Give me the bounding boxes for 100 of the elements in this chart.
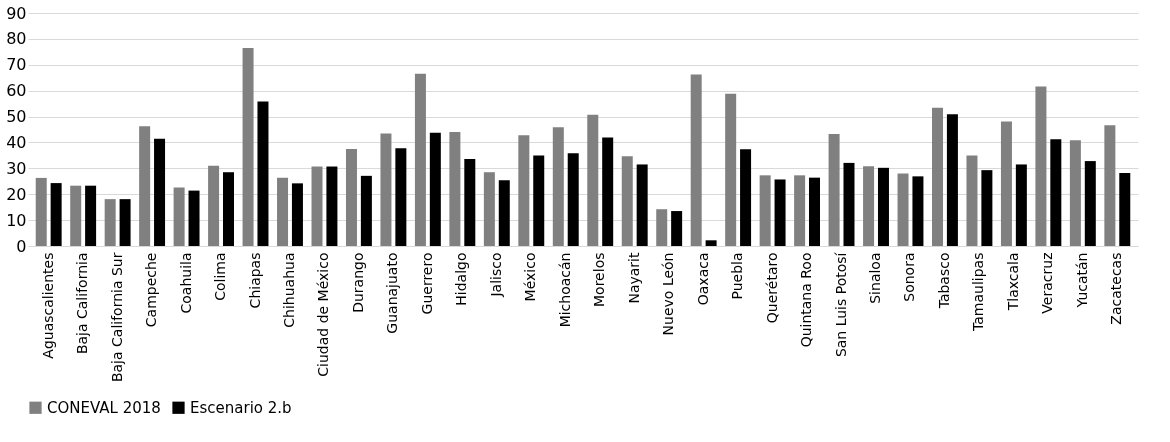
bar [946,114,958,246]
bar [705,240,717,246]
x-tick-label: Aguascalientes [39,252,56,359]
bar [449,132,461,246]
bar [552,127,564,246]
bar [311,166,323,246]
x-tick-label: Quintana Roo [798,252,815,348]
x-tick-label: Baja California Sur [108,252,125,383]
bar [1015,164,1027,246]
bar [429,132,441,246]
bar [912,176,924,246]
bar [863,166,875,246]
x-tick-label: Oaxaca [694,252,711,306]
x-tick-label: Yucatán [1073,252,1090,309]
bar [1084,161,1096,246]
bar [656,209,668,246]
bar [395,148,407,246]
bar [119,199,131,246]
x-tick-label: Campeche [143,252,160,328]
bar [671,211,683,246]
bar [380,133,392,246]
x-tick-label: San Luis Potosí [832,251,849,358]
bar [981,170,993,246]
bar [1119,172,1131,246]
bar [828,133,840,246]
x-tick-label: Querétaro [763,252,780,324]
x-tick-label: Tlaxcala [1004,252,1021,312]
bar [345,148,357,246]
bar [843,162,855,246]
bar [35,177,47,246]
y-tick-label: 0 [16,236,27,256]
x-tick-label: Chiapas [246,252,263,309]
x-tick-label: Chihuahua [280,252,297,328]
bar [1069,140,1081,246]
bar [740,149,752,246]
bar [360,175,372,246]
x-tick-label: Veracruz [1039,252,1056,314]
x-tick-label: Tabasco [935,252,952,310]
bar [725,93,737,246]
bar [602,137,614,246]
x-tick-label: Coahuila [177,252,194,314]
x-tick-label: México [522,252,539,302]
legend-label: CONEVAL 2018 [47,398,161,417]
bar [877,167,889,246]
bar [242,47,254,246]
bar [636,164,648,246]
x-tick-label: Hidalgo [453,252,470,306]
bar [277,177,289,246]
bar [70,185,82,246]
y-tick-label: 80 [6,29,27,49]
bar [104,199,116,246]
bar [326,166,338,246]
x-tick-label: Sonora [901,252,918,302]
bar [154,138,166,246]
x-tick-label: Guanajuato [384,252,401,334]
bar [932,107,943,246]
bar [621,156,633,246]
x-tick-label: Colima [212,252,229,301]
x-tick-label: Jalisco [487,252,504,298]
bar [223,172,234,246]
y-tick-label: 70 [6,55,27,75]
x-tick-label: Ciudad de México [315,252,332,377]
bar [1104,125,1116,246]
x-tick-label: Zacatecas [1108,252,1125,325]
y-tick-label: 50 [6,107,27,127]
bar [533,155,545,246]
y-tick-label: 60 [6,81,27,101]
x-tick-label: Nuevo León [660,252,677,336]
x-tick-label: Baja California [74,252,91,355]
bar [85,185,97,246]
x-tick-label: Durango [349,252,366,313]
bar [1000,121,1012,246]
x-tick-label: Sinaloa [867,252,884,304]
legend-label: Escenario 2.b [190,398,292,417]
y-tick-label: 90 [6,3,27,23]
x-tick-label: Guerrero [418,252,435,315]
y-tick-label: 30 [6,158,27,178]
bar [139,126,151,246]
bar [208,165,220,246]
bar [966,155,978,246]
x-tick-label: Nayarit [625,252,642,304]
bar [257,101,269,246]
bar [690,74,702,246]
bar [1035,86,1047,246]
bar [794,175,806,246]
bar [464,159,476,246]
x-tick-label: Morelos [591,252,608,307]
bar [414,73,426,246]
bar [897,173,909,246]
y-tick-label: 40 [6,132,27,152]
x-tick-label: Puebla [729,252,746,300]
bar [1050,139,1062,246]
x-tick-label: Tamaulipas [970,252,987,332]
bar [759,175,771,246]
bar [291,183,303,246]
bar [518,135,530,246]
x-tick-label: Michoacán [556,252,573,328]
bar [173,187,185,246]
y-tick-label: 20 [6,184,27,204]
bar [809,177,821,246]
